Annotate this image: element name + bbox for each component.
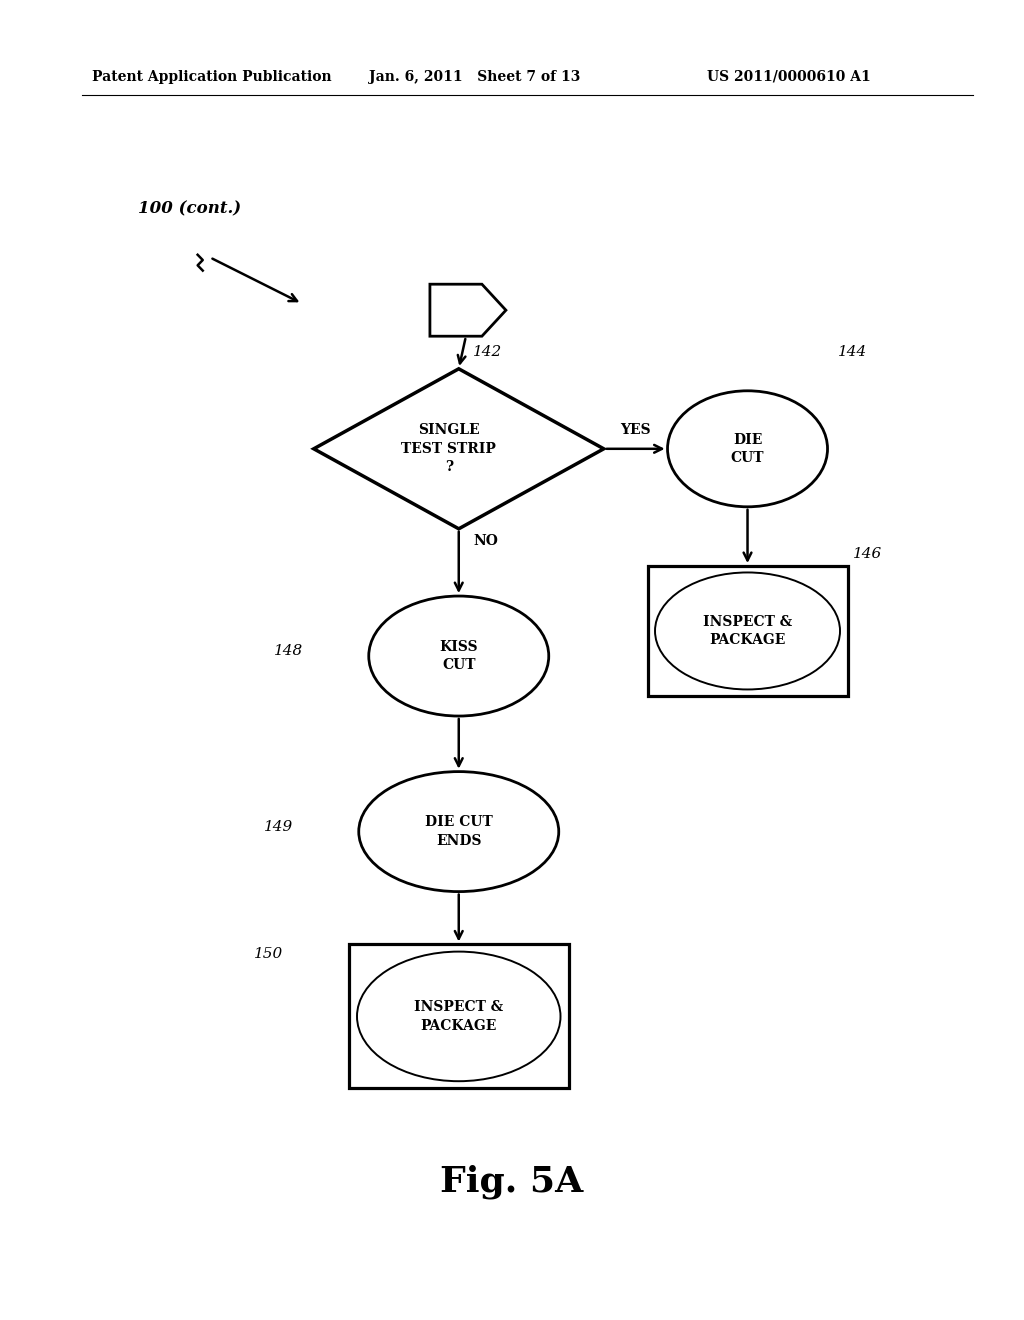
- Text: 100 (cont.): 100 (cont.): [138, 201, 242, 216]
- Text: DIE CUT
ENDS: DIE CUT ENDS: [425, 816, 493, 847]
- Text: US 2011/0000610 A1: US 2011/0000610 A1: [707, 70, 870, 83]
- Text: Fig. 5A: Fig. 5A: [440, 1164, 584, 1199]
- Text: KISS
CUT: KISS CUT: [439, 640, 478, 672]
- Text: 146: 146: [853, 546, 882, 561]
- Text: INSPECT &
PACKAGE: INSPECT & PACKAGE: [414, 1001, 504, 1032]
- Text: 149: 149: [264, 820, 293, 834]
- Text: NO: NO: [474, 533, 499, 548]
- Text: DIE
CUT: DIE CUT: [731, 433, 764, 465]
- Text: 148: 148: [273, 644, 303, 659]
- Text: Jan. 6, 2011   Sheet 7 of 13: Jan. 6, 2011 Sheet 7 of 13: [369, 70, 580, 83]
- Text: YES: YES: [621, 422, 651, 437]
- Text: 150: 150: [254, 948, 283, 961]
- Text: SINGLE
TEST STRIP
?: SINGLE TEST STRIP ?: [401, 424, 497, 474]
- Text: INSPECT &
PACKAGE: INSPECT & PACKAGE: [702, 615, 793, 647]
- Text: 144: 144: [838, 345, 866, 359]
- Text: Patent Application Publication: Patent Application Publication: [92, 70, 332, 83]
- Text: 142: 142: [473, 345, 503, 359]
